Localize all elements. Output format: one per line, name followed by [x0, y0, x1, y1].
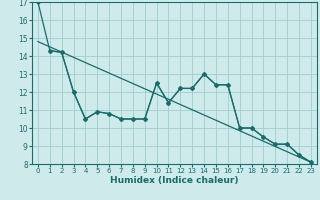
- X-axis label: Humidex (Indice chaleur): Humidex (Indice chaleur): [110, 176, 239, 185]
